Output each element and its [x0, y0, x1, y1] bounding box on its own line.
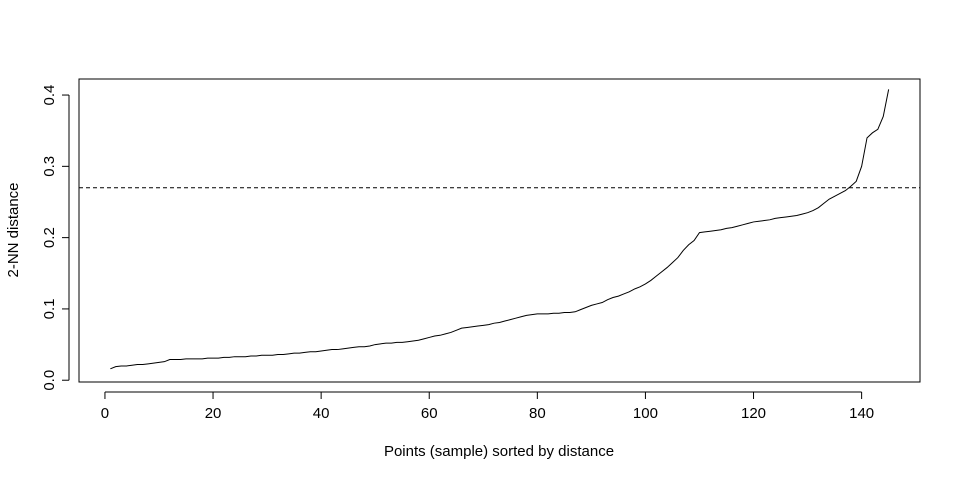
y-axis: 0.0 0.1 0.2 0.3 0.4 — [41, 85, 70, 391]
x-tick-label: 20 — [205, 405, 222, 422]
x-tick-label: 40 — [313, 405, 330, 422]
distance-series-line — [110, 89, 890, 370]
x-tick-label: 80 — [529, 405, 546, 422]
y-tick-label: 0.2 — [41, 227, 58, 248]
x-axis: 0 20 40 60 80 100 120 140 — [101, 391, 874, 422]
y-tick-label: 0.1 — [41, 298, 58, 319]
x-tick-label: 100 — [633, 405, 658, 422]
plot-frame — [78, 78, 921, 383]
y-axis-label: 2-NN distance — [5, 182, 22, 277]
y-tick-label: 0.4 — [41, 85, 58, 106]
y-tick-label: 0.0 — [41, 370, 58, 391]
x-tick-label: 120 — [741, 405, 766, 422]
y-tick-label: 0.3 — [41, 156, 58, 177]
x-tick-label: 0 — [101, 405, 109, 422]
x-tick-label: 140 — [849, 405, 874, 422]
x-axis-label: Points (sample) sorted by distance — [384, 443, 614, 460]
x-tick-label: 60 — [421, 405, 438, 422]
